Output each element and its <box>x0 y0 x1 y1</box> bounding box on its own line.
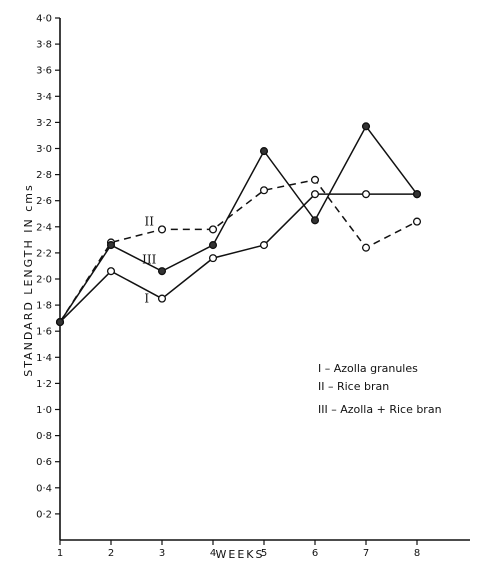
y-tick-label: 3·0 <box>36 144 52 155</box>
x-tick-label: 4 <box>210 548 216 559</box>
legend-entry: I – Azolla granules <box>318 362 418 375</box>
data-point <box>208 241 218 250</box>
y-tick-label: 0·2 <box>36 509 52 520</box>
legend-entry: III – Azolla + Rice bran <box>318 403 442 416</box>
x-tick-label: 6 <box>312 548 318 559</box>
data-point <box>412 217 422 226</box>
y-tick-label: 1·4 <box>36 353 52 364</box>
y-tick-label: 2·4 <box>36 222 52 233</box>
y-tick-label: 1·6 <box>36 327 52 338</box>
x-tick-label: 2 <box>108 548 114 559</box>
data-point <box>55 318 65 327</box>
y-ticks: 0·2 0·4 0·6 0·8 1·0 1·2 1·4 1·6 1·8 2·0 2·2 2·4 2·6 2… <box>36 14 60 520</box>
series-line-II <box>59 178 418 323</box>
data-point <box>157 267 167 276</box>
series-I <box>55 190 422 327</box>
series-layer <box>55 122 422 327</box>
y-tick-label: 0·4 <box>36 483 52 494</box>
data-point <box>259 147 269 156</box>
series-annotation: I <box>144 292 149 306</box>
data-point <box>157 225 167 234</box>
y-axis-title: STANDARD LENGTH IN cms <box>22 183 35 376</box>
y-tick-label: 0·8 <box>36 431 52 442</box>
data-point <box>310 175 320 184</box>
y-tick-label: 3·2 <box>36 118 52 129</box>
data-point <box>106 267 116 276</box>
axes <box>59 18 470 541</box>
x-tick-label: 7 <box>363 548 369 559</box>
data-point <box>361 190 371 199</box>
data-point <box>259 186 269 195</box>
y-tick-label: 0·6 <box>36 457 52 468</box>
series-line-III <box>59 124 418 323</box>
x-tick-label: 5 <box>261 548 267 559</box>
x-axis-title: WEEKS <box>216 548 265 561</box>
data-point <box>157 294 167 303</box>
y-tick-label: 4·0 <box>36 14 52 25</box>
data-point <box>208 254 218 263</box>
data-point <box>361 243 371 252</box>
y-tick-label: 2·6 <box>36 196 52 207</box>
x-tick-label: 8 <box>414 548 420 559</box>
series-line-I <box>59 193 417 323</box>
data-point <box>259 241 269 250</box>
x-tick-label: 3 <box>159 548 165 559</box>
data-point <box>361 122 371 131</box>
y-tick-label: 2·0 <box>36 275 52 286</box>
series-annotation: II <box>145 215 155 229</box>
y-tick-label: 1·2 <box>36 379 52 390</box>
y-tick-label: 3·6 <box>36 66 52 77</box>
y-tick-label: 2·8 <box>36 170 52 181</box>
series-III <box>55 122 422 327</box>
data-point <box>106 241 116 250</box>
legend-entry: II – Rice bran <box>318 380 389 393</box>
x-ticks: 1 2 3 4 5 6 7 8 <box>57 540 420 559</box>
y-tick-label: 3·4 <box>36 92 52 103</box>
legend: I – Azolla granules II – Rice bran III – A… <box>318 362 442 416</box>
y-tick-label: 2·2 <box>36 248 52 259</box>
data-point <box>412 190 422 199</box>
series-annotation: III <box>142 252 156 266</box>
data-point <box>310 190 320 199</box>
y-tick-label: 1·0 <box>36 405 52 416</box>
y-tick-label: 3·8 <box>36 40 52 51</box>
x-tick-label: 1 <box>57 548 63 559</box>
data-point <box>310 216 320 225</box>
data-point <box>208 225 218 234</box>
y-tick-label: 1·8 <box>36 301 52 312</box>
